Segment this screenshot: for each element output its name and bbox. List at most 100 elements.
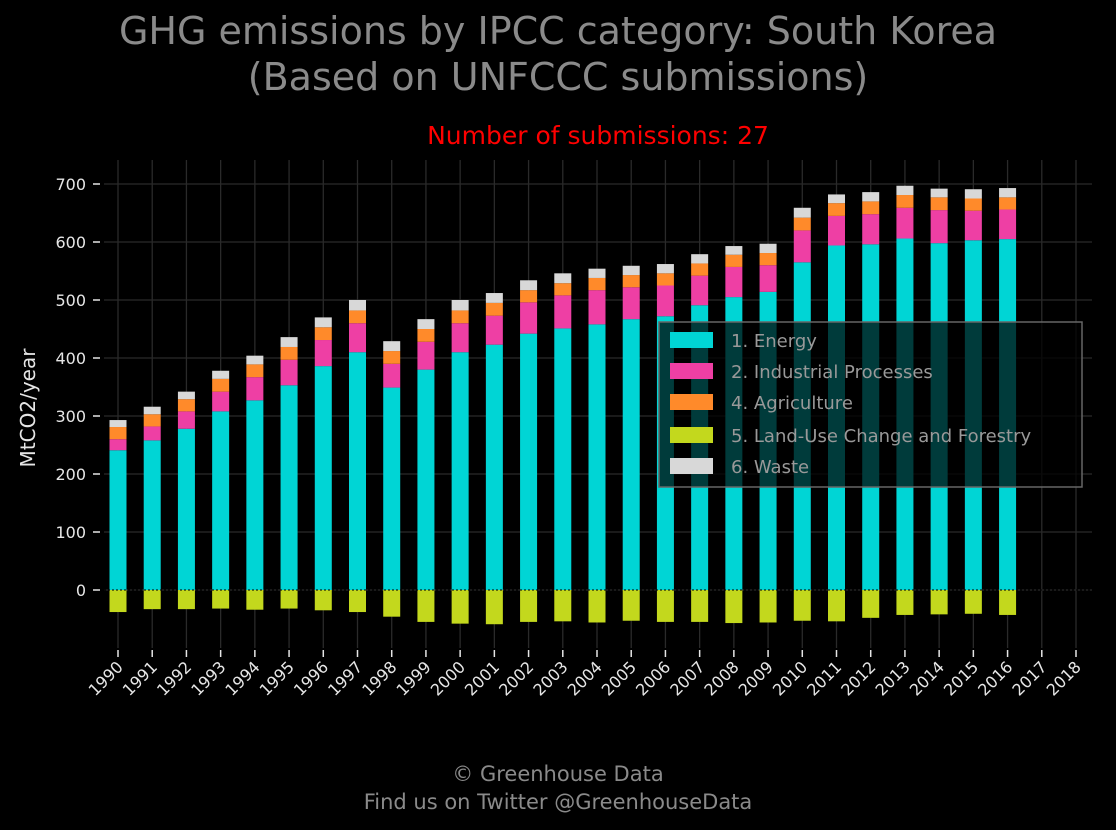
bar-waste-2012 <box>862 192 880 202</box>
bar-agriculture-2016 <box>999 197 1017 210</box>
bar-agriculture-2006 <box>656 273 674 286</box>
bar-energy-2005 <box>622 319 640 590</box>
bar-energy-1996 <box>314 366 332 590</box>
footer-copyright: © Greenhouse Data <box>452 762 664 786</box>
x-tick-label: 2007 <box>666 657 708 699</box>
bar-industrial-processes-1998 <box>383 363 401 388</box>
bar-energy-1994 <box>246 400 264 590</box>
bar-waste-2013 <box>896 185 914 196</box>
x-tick-label: 2008 <box>700 657 742 699</box>
bar-waste-1997 <box>349 300 366 311</box>
bar-agriculture-1991 <box>143 414 161 427</box>
bar-land-use-change-2003 <box>554 590 572 622</box>
bar-waste-1994 <box>246 355 264 365</box>
bar-waste-1993 <box>212 370 230 379</box>
bar-land-use-change-2016 <box>999 590 1017 615</box>
bar-energy-2004 <box>588 324 606 590</box>
bar-industrial-processes-2011 <box>828 215 845 246</box>
bar-land-use-change-2012 <box>862 590 880 618</box>
bar-agriculture-2001 <box>485 302 503 316</box>
bar-waste-2006 <box>656 264 674 274</box>
legend-swatch <box>670 458 713 474</box>
bar-waste-1990 <box>109 420 127 428</box>
bar-waste-2011 <box>828 194 845 204</box>
bar-energy-1998 <box>383 387 401 590</box>
bar-land-use-change-1990 <box>109 590 127 613</box>
bar-waste-2010 <box>793 207 811 218</box>
chart-title: GHG emissions by IPCC category: South Ko… <box>0 8 1116 100</box>
x-tick-label: 1990 <box>85 657 127 699</box>
x-tick-label: 1991 <box>119 657 161 699</box>
legend-box <box>658 321 1083 488</box>
bar-agriculture-2005 <box>622 275 640 288</box>
bar-land-use-change-2009 <box>759 590 777 623</box>
legend-swatch <box>670 363 713 379</box>
x-tick-label: 2016 <box>974 657 1016 699</box>
bar-land-use-change-1999 <box>417 590 435 622</box>
legend-swatch <box>670 427 713 443</box>
bar-agriculture-2014 <box>930 197 948 211</box>
y-tick-label: 400 <box>55 349 86 368</box>
bar-waste-2000 <box>451 300 469 311</box>
bar-land-use-change-1995 <box>280 590 298 609</box>
bar-agriculture-1994 <box>246 364 264 378</box>
bar-land-use-change-2008 <box>725 590 743 624</box>
bar-industrial-processes-2009 <box>759 265 777 292</box>
x-tick-label: 1997 <box>324 657 366 699</box>
bar-energy-1997 <box>349 352 366 590</box>
bar-land-use-change-2006 <box>656 590 674 622</box>
bar-industrial-processes-2006 <box>656 285 674 317</box>
bar-industrial-processes-2000 <box>451 323 469 353</box>
bar-industrial-processes-1993 <box>212 391 230 412</box>
legend-label: 2. Industrial Processes <box>731 362 933 383</box>
bar-waste-2001 <box>485 293 503 303</box>
bar-industrial-processes-2013 <box>896 207 914 239</box>
bar-waste-2002 <box>520 280 538 291</box>
x-tick-label: 1995 <box>256 657 298 699</box>
bar-land-use-change-2014 <box>930 590 948 615</box>
y-tick-label: 300 <box>55 407 86 426</box>
bar-industrial-processes-2005 <box>622 287 640 320</box>
bar-industrial-processes-2001 <box>485 315 503 345</box>
bar-agriculture-2007 <box>691 263 709 276</box>
bar-waste-2014 <box>930 188 948 198</box>
legend-swatch <box>670 394 713 410</box>
bar-land-use-change-2001 <box>485 590 503 625</box>
bar-industrial-processes-1996 <box>314 340 332 367</box>
bar-agriculture-2013 <box>896 195 914 208</box>
bar-industrial-processes-2007 <box>691 275 709 306</box>
bar-industrial-processes-2003 <box>554 295 572 329</box>
bar-energy-1993 <box>212 411 230 590</box>
bar-energy-1995 <box>280 385 298 590</box>
bar-agriculture-1993 <box>212 378 230 392</box>
bar-land-use-change-2000 <box>451 590 469 624</box>
bar-industrial-processes-1997 <box>349 323 366 353</box>
bar-waste-2005 <box>622 265 640 276</box>
bar-waste-1991 <box>143 406 161 415</box>
y-tick-label: 0 <box>76 581 86 600</box>
footer: © Greenhouse Data Find us on Twitter @Gr… <box>0 760 1116 816</box>
bar-industrial-processes-2004 <box>588 290 606 325</box>
bar-agriculture-2009 <box>759 253 777 266</box>
bar-waste-2016 <box>999 188 1017 198</box>
bar-land-use-change-1991 <box>143 590 161 610</box>
y-tick-label: 600 <box>55 233 86 252</box>
y-tick-label: 700 <box>55 175 86 194</box>
bar-waste-2003 <box>554 273 572 284</box>
bar-land-use-change-2013 <box>896 590 914 615</box>
legend-swatch <box>670 332 713 348</box>
bar-agriculture-2010 <box>793 217 811 231</box>
y-tick-label: 500 <box>55 291 86 310</box>
x-tick-label: 2012 <box>837 657 879 699</box>
bar-land-use-change-1996 <box>314 590 332 611</box>
bar-waste-1998 <box>383 341 401 352</box>
bar-waste-2007 <box>691 254 709 264</box>
x-tick-label: 2005 <box>598 657 640 699</box>
bar-industrial-processes-1990 <box>109 439 127 451</box>
bar-agriculture-1995 <box>280 346 298 360</box>
bar-agriculture-2012 <box>862 201 880 215</box>
chart-subtitle: Number of submissions: 27 <box>427 121 769 150</box>
y-tick-label: 100 <box>55 523 86 542</box>
bar-energy-2003 <box>554 328 572 590</box>
x-tick-label: 2017 <box>1008 657 1050 699</box>
